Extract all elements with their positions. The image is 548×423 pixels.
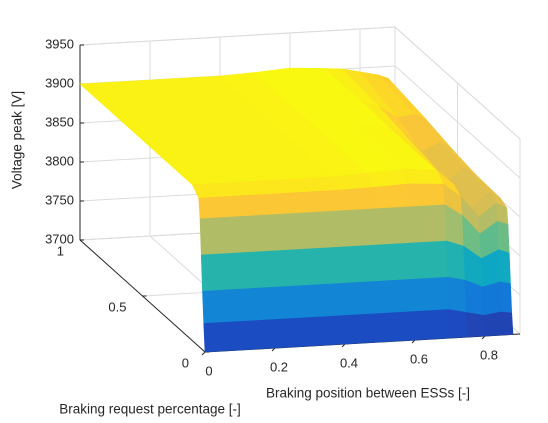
surface-patch bbox=[373, 183, 411, 210]
y-axis-title: Braking request percentage [-] bbox=[59, 402, 241, 417]
surface-patch bbox=[235, 250, 273, 290]
surface-patch bbox=[307, 282, 345, 318]
surface-patch bbox=[305, 246, 343, 286]
surface-patch bbox=[498, 249, 511, 285]
z-tick-label: 3800 bbox=[45, 153, 74, 168]
surface-patch bbox=[412, 276, 450, 312]
surface-patch bbox=[499, 281, 513, 314]
surface-patch bbox=[378, 311, 416, 343]
surface-patch bbox=[338, 187, 376, 212]
surface-patch bbox=[303, 189, 341, 214]
x-tick-label: 0.4 bbox=[340, 355, 358, 370]
surface-patch bbox=[203, 321, 241, 353]
surface-patch bbox=[202, 288, 240, 324]
surface-patch bbox=[270, 248, 308, 288]
surface-patch bbox=[269, 212, 307, 252]
surface-patch bbox=[377, 278, 415, 314]
z-tick-label: 3950 bbox=[45, 36, 74, 51]
z-axis-title: Voltage peak [V] bbox=[10, 91, 25, 189]
surface-patch bbox=[199, 216, 237, 256]
z-tick-label: 3750 bbox=[45, 192, 74, 207]
x-tick bbox=[481, 335, 486, 340]
surface-patch bbox=[465, 312, 486, 338]
x-tick-label: 0.2 bbox=[270, 359, 288, 374]
surface-patch bbox=[500, 311, 514, 336]
surface-patch bbox=[200, 252, 238, 292]
surface-patch bbox=[447, 276, 467, 313]
surface-patch bbox=[238, 319, 276, 351]
surface-patch bbox=[273, 317, 311, 349]
surface-patch bbox=[408, 183, 446, 208]
surface-patch bbox=[342, 280, 380, 316]
y-tick-label: 0.5 bbox=[108, 299, 126, 314]
surface-patch bbox=[483, 311, 503, 337]
x-tick-label: 0.8 bbox=[480, 347, 498, 362]
y-tick-label: 0 bbox=[182, 355, 189, 370]
surface-patch bbox=[233, 193, 271, 218]
surface-patch bbox=[198, 195, 236, 220]
surface-patch bbox=[234, 214, 272, 254]
surface-patch bbox=[409, 204, 447, 244]
surface-patch bbox=[192, 182, 235, 199]
surface-patch bbox=[448, 309, 468, 339]
surface-patch bbox=[272, 284, 310, 320]
surface-patch bbox=[413, 309, 451, 341]
surface-patch bbox=[497, 220, 510, 254]
z-tick-label: 3700 bbox=[45, 231, 74, 246]
surface-patch bbox=[445, 240, 466, 281]
surface-patch bbox=[268, 191, 306, 216]
surface-patch bbox=[343, 313, 381, 345]
surface-patch bbox=[262, 178, 305, 195]
y-tick-label: 1 bbox=[57, 243, 64, 258]
x-axis-title: Braking position between ESSs [-] bbox=[266, 386, 470, 401]
surface-patch bbox=[304, 210, 342, 250]
surface-patch bbox=[374, 206, 412, 246]
surface-patch bbox=[340, 244, 378, 284]
x-tick bbox=[271, 347, 276, 352]
z-tick-label: 3850 bbox=[45, 114, 74, 129]
x-tick-label: 0.6 bbox=[410, 351, 428, 366]
x-tick bbox=[201, 351, 206, 356]
x-tick bbox=[411, 339, 416, 344]
z-tick-label: 3900 bbox=[45, 75, 74, 90]
x-tick-label: 0 bbox=[205, 363, 212, 378]
surface-patch bbox=[482, 281, 502, 316]
surface-patch bbox=[410, 240, 448, 280]
surface-patch bbox=[237, 286, 275, 322]
surface-patch bbox=[308, 315, 346, 347]
surface-patch bbox=[375, 242, 413, 282]
surface-patch bbox=[339, 208, 377, 248]
surface-patch bbox=[297, 176, 340, 193]
surface-patch bbox=[227, 180, 270, 197]
x-tick bbox=[341, 343, 346, 348]
